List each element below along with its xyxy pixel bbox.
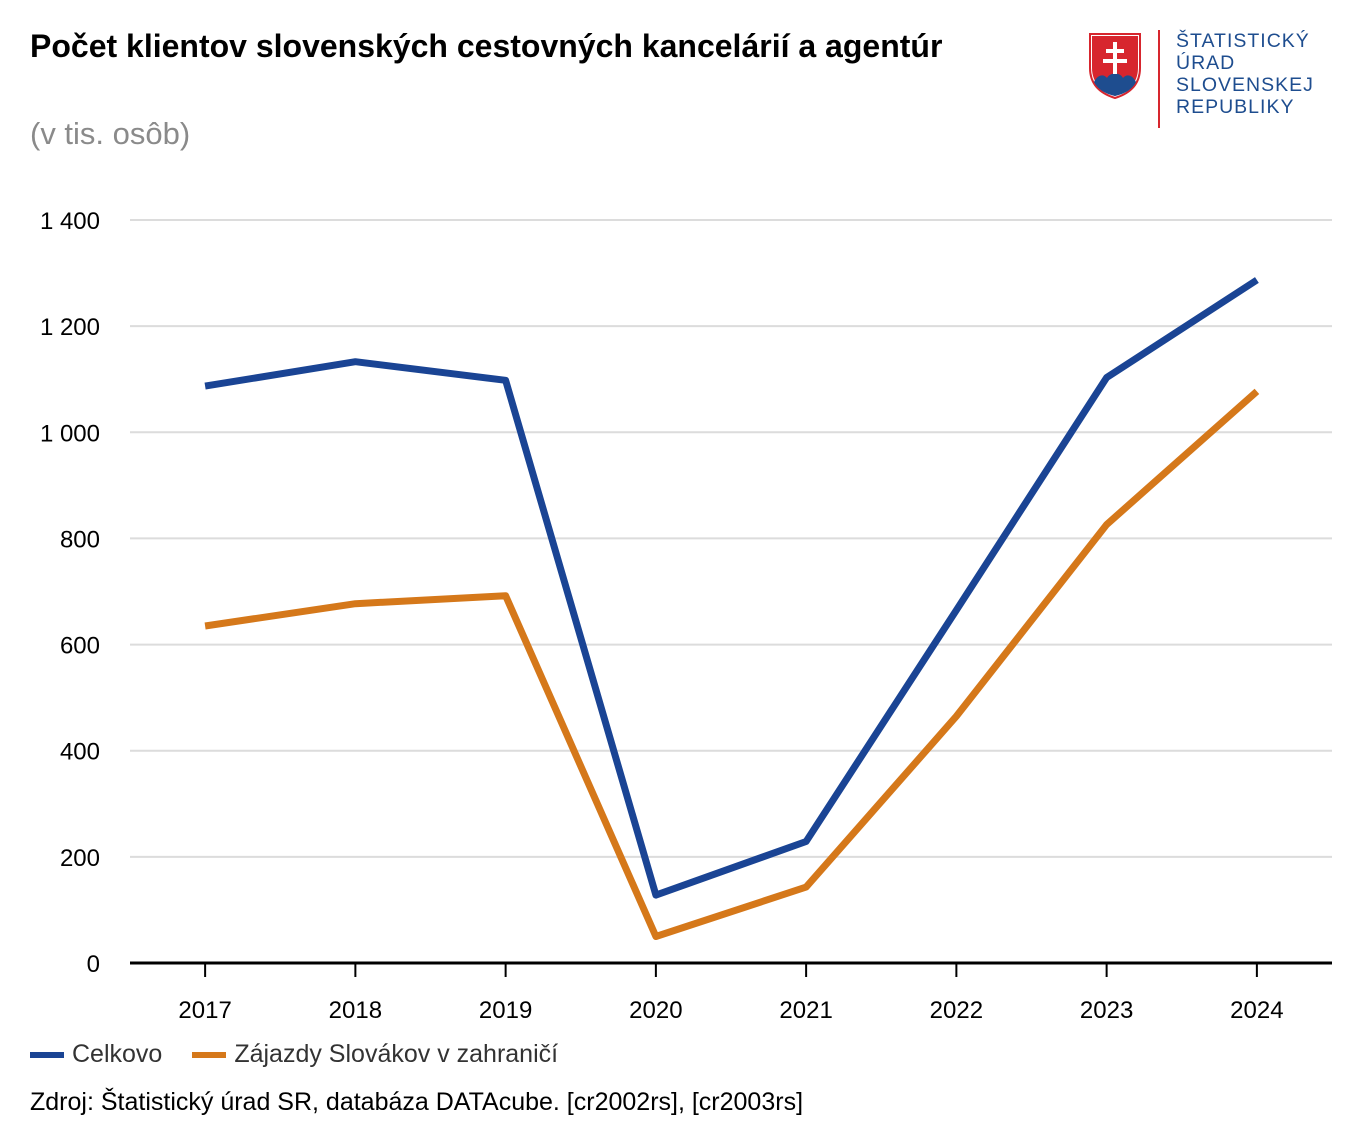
y-tick-label: 0	[87, 951, 100, 978]
statistics-office-logo: ŠTATISTICKÝ ÚRAD SLOVENSKEJ REPUBLIKY	[1088, 30, 1338, 130]
y-tick-label: 400	[60, 739, 100, 766]
x-tick-label: 2024	[1230, 997, 1283, 1024]
y-tick-label: 1 000	[40, 420, 100, 447]
logo-line: ÚRAD	[1176, 52, 1236, 74]
series-line-1	[204, 388, 1260, 940]
legend-label: Zájazdy Slovákov v zahraničí	[234, 1040, 559, 1068]
x-tick-label: 2020	[629, 997, 682, 1024]
logo-divider	[1158, 30, 1160, 128]
y-tick-label: 200	[60, 845, 100, 872]
logo-line: ŠTATISTICKÝ	[1176, 30, 1310, 52]
logo-line: SLOVENSKEJ	[1176, 74, 1314, 96]
legend-label: Celkovo	[72, 1040, 163, 1068]
y-tick-label: 1 400	[40, 208, 100, 235]
source-note: Zdroj: Štatistický úrad SR, databáza DAT…	[30, 1088, 804, 1116]
x-tick-label: 2022	[930, 997, 983, 1024]
legend-item-celkovo: Celkovo	[30, 1040, 162, 1069]
line-chart: 0 200 400 600 800 1 000 1 200 1 400 2017 2018 2019…	[40, 208, 1332, 1024]
chart-subtitle: (v tis. osôb)	[30, 116, 191, 151]
slovak-coat-of-arms-icon	[1089, 33, 1141, 100]
y-tick-label: 1 200	[40, 314, 100, 341]
legend: Celkovo Zájazdy Slovákov v zahraničí	[30, 1040, 588, 1069]
legend-item-zajazdy: Zájazdy Slovákov v zahraničí	[192, 1040, 558, 1069]
y-tick-label: 800	[60, 526, 100, 553]
x-tick-label: 2023	[1080, 997, 1133, 1024]
logo-line: REPUBLIKY	[1176, 96, 1295, 118]
x-tick-label: 2021	[779, 997, 832, 1024]
x-tick-label: 2019	[479, 997, 532, 1024]
series-line-0	[204, 277, 1259, 899]
legend-swatch-zajazdy	[192, 1051, 227, 1058]
x-tick-label: 2017	[178, 997, 231, 1024]
y-tick-label: 600	[60, 633, 100, 660]
logo-text: ŠTATISTICKÝ ÚRAD SLOVENSKEJ REPUBLIKY	[1176, 30, 1314, 118]
legend-swatch-celkovo	[30, 1051, 64, 1058]
chart-title: Počet klientov slovenských cestovných ka…	[30, 28, 943, 64]
x-tick-label: 2018	[329, 997, 382, 1024]
